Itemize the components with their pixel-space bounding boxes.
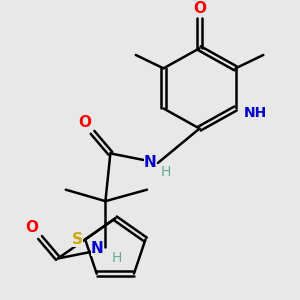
Text: S: S — [72, 232, 83, 247]
Text: NH: NH — [244, 106, 267, 120]
Text: O: O — [26, 220, 39, 236]
Text: O: O — [193, 1, 206, 16]
Text: H: H — [112, 251, 122, 266]
Text: N: N — [144, 155, 156, 170]
Text: N: N — [91, 242, 104, 256]
Text: O: O — [78, 115, 91, 130]
Text: H: H — [161, 166, 171, 179]
